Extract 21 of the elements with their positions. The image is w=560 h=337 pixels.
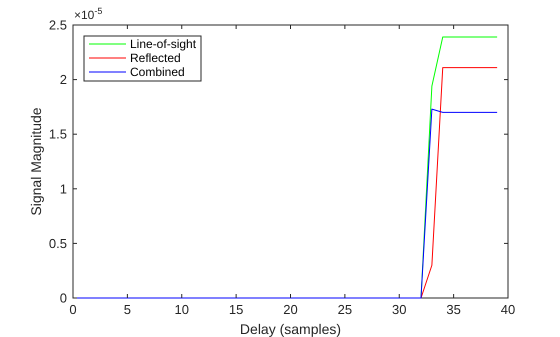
y-tick-label: 1.5: [48, 126, 67, 142]
y-tick-label: 1: [60, 181, 67, 196]
y-tick-label: 2: [60, 72, 67, 88]
x-tick-label: 20: [283, 302, 298, 317]
x-tick-label: 40: [500, 302, 516, 317]
y-axis-title: Signal Magnitude: [28, 107, 44, 216]
legend-label: Combined: [130, 65, 185, 79]
x-tick-label: 35: [446, 302, 461, 317]
x-tick-label: 5: [124, 302, 131, 317]
x-tick-label: 25: [338, 302, 352, 317]
x-axis-title: Delay (samples): [240, 321, 342, 337]
text: ×10$^{-5}$: [74, 6, 102, 22]
x-tick-label: 30: [392, 302, 406, 317]
x-tick-label: 10: [174, 302, 189, 317]
legend-label: Line-of-sight: [130, 37, 197, 51]
y-tick-label: 0.5: [48, 236, 67, 251]
y-tick-label: 2.5: [48, 18, 67, 32]
legend-label: Reflected: [130, 51, 181, 65]
y-tick-label: 0: [60, 290, 67, 306]
x-tick-label: 0: [69, 302, 77, 317]
x-tick-label: 15: [228, 302, 244, 317]
